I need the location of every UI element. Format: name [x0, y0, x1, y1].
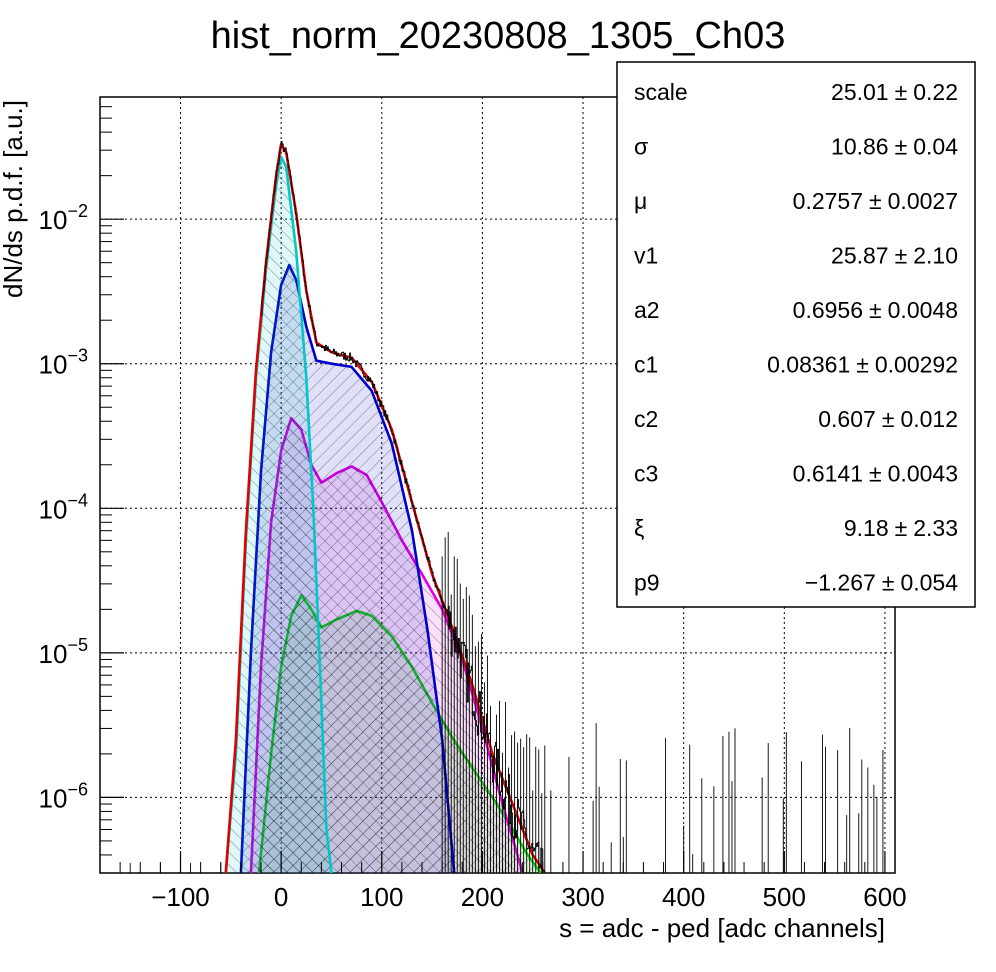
stat-value-number: 9.18: [844, 515, 889, 541]
stat-error: 0.00292: [875, 352, 958, 378]
stat-value-number: 25.01: [831, 79, 889, 105]
y-axis-label: dN/ds p.d.f. [a.u.]: [0, 100, 28, 298]
stat-name: σ: [634, 134, 648, 160]
stat-value: 25.01 ±0.22: [831, 79, 958, 105]
stat-value-number: 0.6956: [793, 297, 863, 323]
stat-value: 0.6956 ±0.0048: [793, 297, 958, 323]
stat-error: 0.0027: [888, 188, 958, 214]
y-tick-exponent: −4: [67, 490, 88, 510]
stat-name: c2: [634, 406, 658, 432]
x-tick-label: 500: [763, 882, 806, 912]
stat-value-number: 0.08361: [767, 352, 850, 378]
stat-value-number: −1.267: [805, 570, 876, 596]
x-axis-label: s = adc - ped [adc channels]: [559, 913, 885, 943]
y-tick-label: 10−2: [39, 201, 88, 235]
y-tick-exponent: −2: [67, 201, 88, 221]
stat-name: μ: [634, 188, 647, 214]
stat-pm-symbol: ±: [895, 134, 908, 160]
stat-name: c3: [634, 461, 658, 487]
stat-value-number: 0.2757: [793, 188, 863, 214]
y-tick-exponent: −5: [67, 635, 88, 655]
y-tick-base: 10: [39, 783, 68, 813]
stat-pm-symbol: ±: [895, 243, 908, 269]
stat-value: 9.18 ±2.33: [844, 515, 958, 541]
stat-name: p9: [634, 570, 660, 596]
series-hatch: [225, 156, 332, 873]
stat-name: v1: [634, 243, 658, 269]
y-tick-base: 10: [39, 494, 68, 524]
stat-value-number: 0.6141: [793, 461, 863, 487]
stat-pm-symbol: ±: [882, 570, 895, 596]
stat-value: 10.86 ±0.04: [831, 134, 958, 160]
stat-value: 25.87 ±2.10: [831, 243, 958, 269]
y-tick-base: 10: [39, 350, 68, 380]
stat-pm-symbol: ±: [869, 188, 882, 214]
stat-value-number: 25.87: [831, 243, 889, 269]
x-tick-label: −100: [151, 882, 210, 912]
x-tick-label: 400: [662, 882, 705, 912]
y-tick-base: 10: [39, 205, 68, 235]
stat-error: 0.054: [900, 570, 958, 596]
stat-value: −1.267 ±0.054: [805, 570, 958, 596]
stat-error: 0.22: [913, 79, 958, 105]
y-tick-base: 10: [39, 639, 68, 669]
stat-name: ξ: [634, 515, 644, 541]
stat-pm-symbol: ±: [869, 297, 882, 323]
stat-error: 0.0048: [888, 297, 958, 323]
data-histogram: [129, 140, 884, 873]
stat-error: 0.012: [900, 406, 958, 432]
stat-pm-symbol: ±: [856, 352, 869, 378]
x-tick-label: 100: [360, 882, 403, 912]
x-tick-label: 0: [274, 882, 288, 912]
y-tick-exponent: −6: [67, 779, 88, 799]
x-tick-label: 200: [461, 882, 504, 912]
y-tick-label: 10−4: [39, 490, 88, 524]
stat-error: 2.33: [913, 515, 958, 541]
y-tick-label: 10−6: [39, 779, 88, 813]
stat-name: a2: [634, 297, 660, 323]
stat-error: 0.0043: [888, 461, 958, 487]
y-tick-exponent: −3: [67, 346, 88, 366]
stat-pm-symbol: ±: [895, 79, 908, 105]
stat-name: c1: [634, 352, 658, 378]
stat-name: scale: [634, 79, 688, 105]
stat-error: 0.04: [913, 134, 958, 160]
stat-value: 0.607 ±0.012: [818, 406, 958, 432]
chart-title: hist_norm_20230808_1305_Ch03: [211, 15, 786, 57]
stat-value-number: 0.607: [818, 406, 876, 432]
series-group: [224, 142, 546, 873]
fit-stats-box: scale 25.01 ±0.22σ 10.86 ±0.04μ 0.2757 ±0.0027…: [616, 61, 976, 608]
stat-value: 0.08361 ±0.00292: [767, 352, 958, 378]
data-steps: [261, 140, 544, 873]
stat-error: 2.10: [913, 243, 958, 269]
stat-value: 0.2757 ±0.0027: [793, 188, 958, 214]
stat-pm-symbol: ±: [882, 406, 895, 432]
y-tick-label: 10−5: [39, 635, 88, 669]
stat-pm-symbol: ±: [869, 461, 882, 487]
y-tick-label: 10−3: [39, 346, 88, 380]
stat-value-number: 10.86: [831, 134, 889, 160]
stat-value: 0.6141 ±0.0043: [793, 461, 958, 487]
stat-pm-symbol: ±: [895, 515, 908, 541]
x-tick-label: 600: [863, 882, 906, 912]
x-tick-label: 300: [561, 882, 604, 912]
axes: −100 0 100 200 300 400 500 60010−610−510−410−31…: [39, 106, 907, 912]
